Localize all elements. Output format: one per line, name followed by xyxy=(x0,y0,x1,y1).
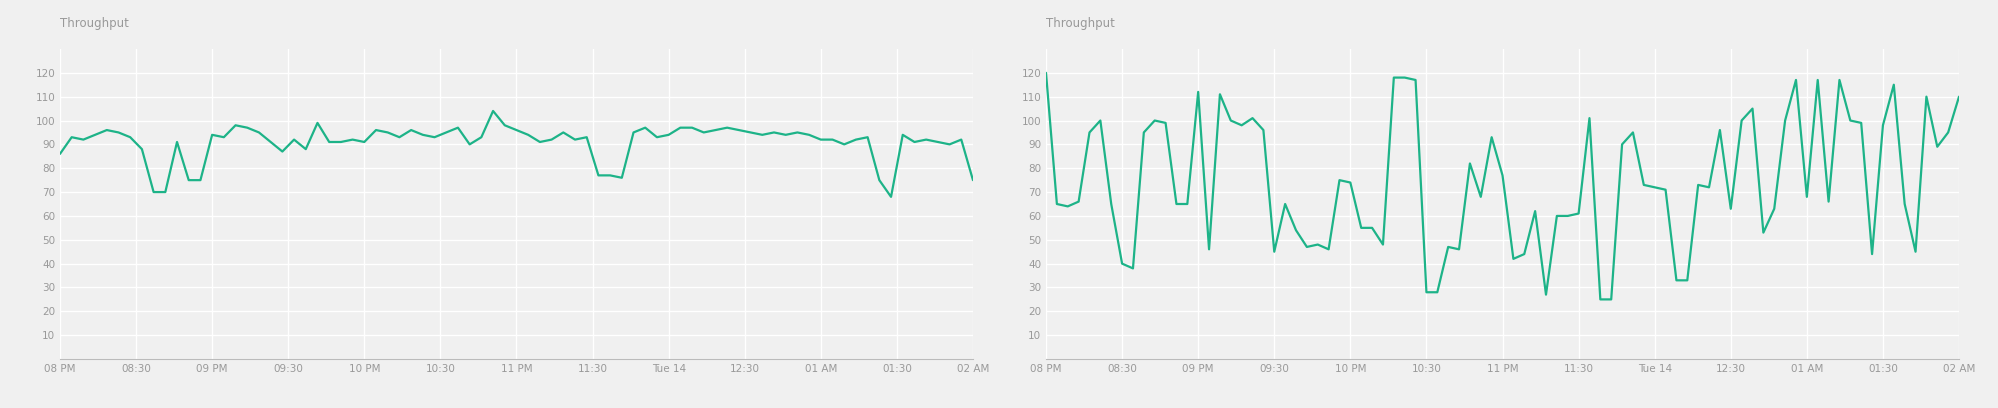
Text: Throughput: Throughput xyxy=(60,18,128,30)
Text: Throughput: Throughput xyxy=(1045,18,1115,30)
